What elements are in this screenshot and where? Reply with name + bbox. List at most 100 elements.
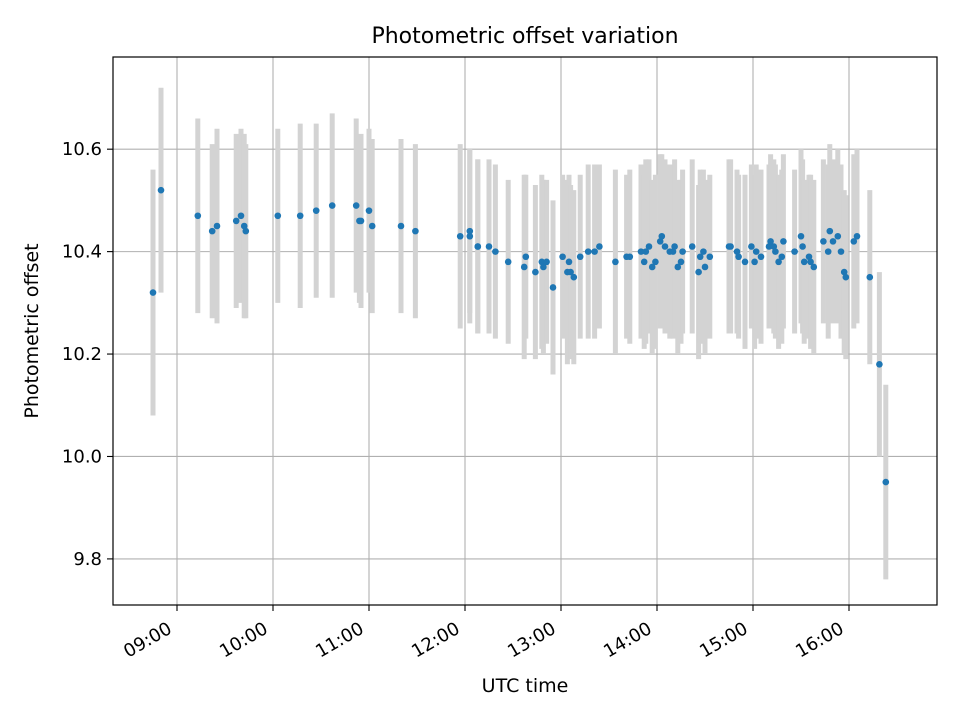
- data-point: [591, 248, 598, 255]
- data-point: [767, 238, 774, 245]
- x-tick-label: 13:00: [504, 618, 559, 662]
- data-point: [365, 207, 373, 214]
- data-point: [240, 222, 248, 230]
- data-point: [751, 258, 758, 266]
- data-point: [652, 258, 659, 266]
- data-point: [559, 253, 566, 261]
- data-point: [492, 248, 499, 255]
- data-point: [706, 253, 714, 261]
- y-tick-label: 10.4: [62, 242, 102, 263]
- y-axis-label: Photometric offset: [21, 243, 43, 418]
- data-point: [648, 263, 656, 271]
- data-point: [540, 263, 547, 271]
- data-point: [466, 227, 474, 235]
- data-point: [733, 248, 741, 255]
- data-point: [474, 243, 482, 250]
- data-point: [834, 232, 842, 240]
- data-point: [850, 238, 858, 245]
- data-point: [661, 243, 669, 250]
- data-point: [797, 232, 805, 240]
- data-point: [640, 258, 648, 266]
- x-tick-label: 09:00: [120, 618, 175, 662]
- x-tick-label: 14:00: [600, 618, 655, 662]
- data-point: [807, 258, 814, 266]
- data-point: [741, 258, 749, 266]
- x-axis-label: UTC time: [482, 675, 569, 697]
- data-point: [532, 268, 539, 276]
- data-point: [565, 258, 573, 266]
- data-point: [242, 227, 250, 235]
- data-point: [866, 273, 874, 281]
- data-points: [149, 186, 890, 486]
- data-point: [357, 217, 365, 225]
- data-point: [312, 207, 320, 214]
- data-point: [656, 238, 664, 245]
- data-point: [549, 284, 557, 291]
- data-point: [612, 258, 619, 266]
- data-point: [748, 243, 755, 250]
- data-point: [778, 253, 786, 261]
- data-point: [671, 243, 678, 250]
- data-point: [658, 232, 666, 240]
- data-point: [791, 248, 798, 255]
- data-point: [570, 273, 578, 281]
- data-point: [194, 212, 202, 220]
- data-point: [412, 227, 419, 235]
- data-point: [882, 478, 890, 486]
- data-point: [232, 217, 240, 225]
- data-point: [695, 268, 702, 276]
- data-point: [735, 253, 742, 261]
- data-point: [842, 273, 850, 281]
- data-point: [642, 248, 650, 255]
- data-point: [824, 248, 832, 255]
- y-tick-label: 10.6: [62, 139, 102, 160]
- data-point: [637, 248, 645, 255]
- data-point: [522, 253, 530, 261]
- data-point: [645, 243, 653, 250]
- data-point: [368, 222, 376, 230]
- data-point: [149, 289, 157, 296]
- data-point: [829, 238, 837, 245]
- data-point: [157, 186, 165, 194]
- y-tick-label: 10.0: [62, 446, 102, 467]
- error-bars: [150, 87, 889, 580]
- data-point: [520, 263, 528, 271]
- data-point: [688, 243, 696, 250]
- chart-title: Photometric offset variation: [371, 24, 678, 49]
- data-point: [810, 263, 818, 271]
- data-point: [674, 263, 682, 271]
- data-point: [397, 222, 405, 230]
- data-point: [538, 258, 546, 266]
- data-point: [752, 248, 760, 255]
- data-point: [543, 258, 550, 266]
- data-point: [837, 248, 845, 255]
- data-point: [567, 268, 574, 276]
- x-tick-label: 11:00: [312, 618, 367, 662]
- data-point: [596, 243, 603, 250]
- data-point: [800, 258, 808, 266]
- data-point: [677, 258, 685, 266]
- x-tick-label: 12:00: [408, 618, 463, 662]
- x-tick-label: 15:00: [696, 618, 751, 662]
- data-point: [876, 360, 883, 368]
- data-point: [853, 232, 861, 240]
- data-point: [727, 243, 734, 250]
- data-point: [772, 248, 779, 255]
- data-point: [584, 248, 592, 255]
- x-tick-label: 16:00: [792, 618, 847, 662]
- data-point: [696, 253, 704, 261]
- data-point: [296, 212, 304, 220]
- data-point: [799, 243, 806, 250]
- data-point: [765, 243, 773, 250]
- data-point: [504, 258, 512, 266]
- data-point: [701, 263, 709, 271]
- data-point: [805, 253, 813, 261]
- data-point: [576, 253, 584, 261]
- y-tick-label: 9.8: [73, 549, 102, 570]
- data-point: [770, 243, 778, 250]
- data-point: [700, 248, 707, 255]
- data-point: [274, 212, 282, 220]
- data-point: [757, 253, 765, 261]
